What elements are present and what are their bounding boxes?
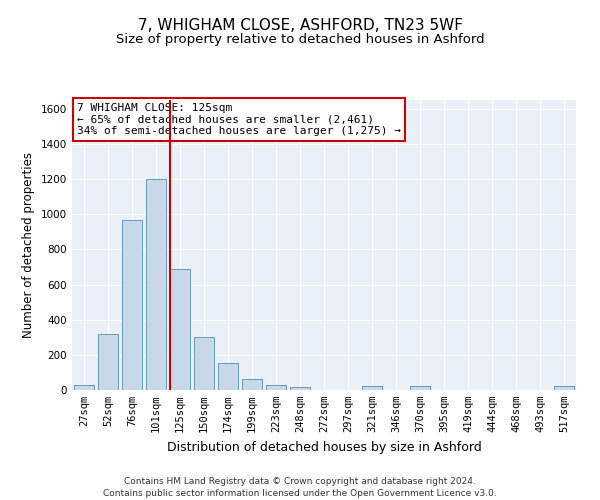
X-axis label: Distribution of detached houses by size in Ashford: Distribution of detached houses by size … xyxy=(167,440,481,454)
Bar xyxy=(290,388,310,390)
Bar xyxy=(242,378,262,390)
Bar xyxy=(194,338,214,390)
Text: 7 WHIGHAM CLOSE: 125sqm
← 65% of detached houses are smaller (2,461)
34% of semi: 7 WHIGHAM CLOSE: 125sqm ← 65% of detache… xyxy=(77,103,401,136)
Bar xyxy=(170,268,190,390)
Bar xyxy=(122,220,142,390)
Bar xyxy=(74,384,94,390)
Bar xyxy=(410,386,430,390)
Bar xyxy=(146,179,166,390)
Bar xyxy=(218,363,238,390)
Bar xyxy=(266,384,286,390)
Y-axis label: Number of detached properties: Number of detached properties xyxy=(22,152,35,338)
Text: Contains HM Land Registry data © Crown copyright and database right 2024.
Contai: Contains HM Land Registry data © Crown c… xyxy=(103,476,497,498)
Bar xyxy=(98,334,118,390)
Bar xyxy=(554,386,574,390)
Text: 7, WHIGHAM CLOSE, ASHFORD, TN23 5WF: 7, WHIGHAM CLOSE, ASHFORD, TN23 5WF xyxy=(137,18,463,32)
Text: Size of property relative to detached houses in Ashford: Size of property relative to detached ho… xyxy=(116,32,484,46)
Bar xyxy=(362,386,382,390)
